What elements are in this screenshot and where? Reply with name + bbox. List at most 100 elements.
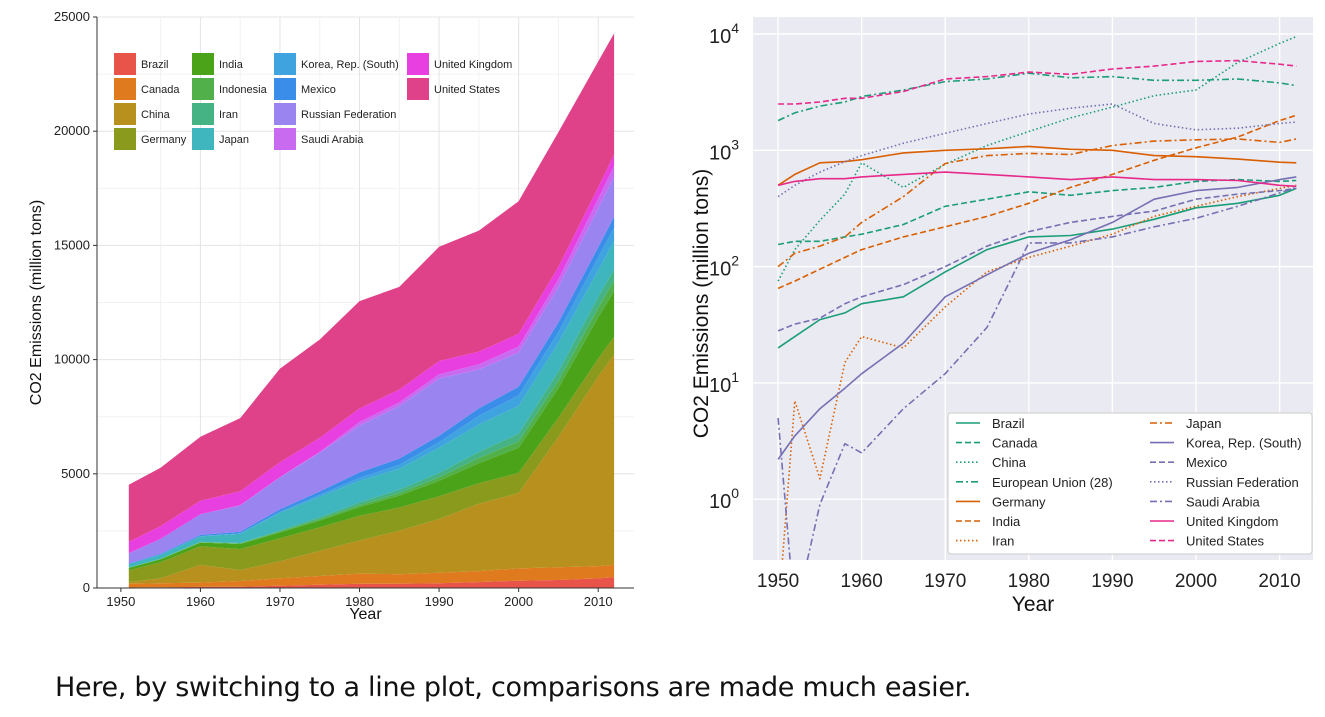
line-germany — [777, 145, 1297, 186]
legend-label: India — [992, 514, 1021, 529]
legend-item-brazil: Brazil — [956, 416, 1025, 431]
stacked-area-chart: 0 5000 10000 15000 20000 25000 1950 1960 1970 198… — [22, 10, 644, 628]
line-european-union-28 — [777, 72, 1297, 122]
area-mexico — [128, 216, 615, 565]
x-tick-label: 1980 — [1008, 571, 1050, 592]
legend-label: China — [992, 455, 1027, 470]
legend-item-iran: Iran — [192, 103, 238, 125]
legend-label: Russian Federation — [1186, 475, 1299, 490]
line-united-kingdom — [777, 171, 1297, 188]
legend-swatch — [407, 53, 429, 75]
legend-item-european-union-28: European Union (28) — [956, 475, 1113, 490]
legend-item-germany: Germany — [956, 494, 1046, 509]
legend-item-russian-federation: Russian Federation — [274, 103, 396, 125]
legend-item-united-states: United States — [1150, 534, 1265, 549]
legend-item-united-states: United States — [407, 78, 501, 100]
legend-item-iran: Iran — [956, 534, 1014, 549]
legend-swatch — [274, 128, 296, 150]
y-tick-label: 25000 — [54, 10, 90, 24]
legend-swatch — [192, 103, 214, 125]
y-tick-label: 100 — [709, 485, 739, 513]
x-tick-label: 2000 — [504, 594, 533, 609]
legend-label: Russian Federation — [301, 109, 396, 121]
area-layers — [128, 33, 615, 588]
y-tick-label: 15000 — [54, 237, 90, 252]
x-tick-label: 2010 — [584, 594, 613, 609]
legend-swatch — [114, 103, 136, 125]
x-tick-label: 1960 — [186, 594, 215, 609]
x-tick-label: 1970 — [924, 571, 966, 592]
legend-label: Mexico — [1186, 455, 1227, 470]
legend-label: United States — [434, 84, 501, 96]
y-tick-label: 103 — [709, 136, 739, 164]
caption: Here, by switching to a line plot, compa… — [55, 672, 972, 703]
y-axis-label: CO2 Emissions (million tons) — [28, 200, 45, 405]
x-tick-label: 1950 — [757, 571, 799, 592]
legend-label: United States — [1186, 534, 1265, 549]
legend-label: Korea, Rep. (South) — [301, 59, 399, 71]
y-tick-label: 10000 — [54, 352, 90, 367]
log-line-chart: 100 101 102 103 104 1950 1960 1970 1980 1990 2000 2… — [690, 17, 1313, 616]
legend-label: United Kingdom — [1186, 514, 1279, 529]
y-axis-label: CO2 Emissions (million tons) — [690, 169, 713, 439]
legend-swatch — [192, 78, 214, 100]
legend-label: Brazil — [141, 59, 169, 71]
y-tick-label: 20000 — [54, 123, 90, 138]
line-saudi-arabia — [777, 186, 1297, 560]
legend-item-saudi-arabia: Saudi Arabia — [274, 128, 364, 150]
legend-item-india: India — [192, 53, 244, 75]
line-russian-federation — [777, 103, 1297, 198]
line-united-states — [778, 59, 1297, 105]
area-united-states — [128, 33, 615, 542]
legend-label: Iran — [992, 534, 1014, 549]
area-russian-federation — [128, 176, 615, 564]
legend-label: Japan — [1186, 416, 1221, 431]
legend-label: Germany — [992, 494, 1046, 509]
legend-label: Japan — [219, 134, 249, 146]
legend: Brazil Canada China Germany India Indonesia Ir… — [114, 53, 512, 150]
legend: Brazil Canada China European Union (28) Germ… — [947, 412, 1313, 555]
legend-item-united-kingdom: United Kingdom — [1150, 514, 1279, 529]
legend-label: China — [141, 109, 171, 121]
legend-swatch — [192, 53, 214, 75]
x-tick-label: 2000 — [1175, 571, 1217, 592]
legend-swatch — [192, 128, 214, 150]
legend-item-indonesia: Indonesia — [192, 78, 268, 100]
legend-item-japan: Japan — [192, 128, 249, 150]
legend-item-china: China — [114, 103, 171, 125]
y-tick-label: 0 — [83, 580, 90, 595]
legend-item-japan: Japan — [1150, 416, 1221, 431]
line-japan — [777, 138, 1297, 268]
legend-item-canada: Canada — [114, 78, 180, 100]
y-tick-label: 104 — [709, 20, 739, 48]
x-tick-label: 1970 — [266, 594, 295, 609]
x-tick-label: 1990 — [1091, 571, 1133, 592]
x-axis-label: Year — [349, 606, 382, 623]
line-brazil — [777, 187, 1297, 349]
legend-item-india: India — [956, 514, 1021, 529]
legend-item-china: China — [956, 455, 1027, 470]
x-tick-label: 2010 — [1258, 571, 1300, 592]
area-china — [128, 354, 615, 584]
legend-label: Canada — [141, 84, 180, 96]
legend-swatch — [274, 78, 296, 100]
x-tick-label: 1950 — [106, 594, 135, 609]
legend-label: Indonesia — [219, 84, 268, 96]
x-tick-label: 1990 — [425, 594, 454, 609]
legend-label: Saudi Arabia — [301, 134, 364, 146]
legend-item-russian-federation: Russian Federation — [1150, 475, 1299, 490]
legend-item-canada: Canada — [956, 436, 1038, 451]
legend-item-saudi-arabia: Saudi Arabia — [1150, 494, 1260, 509]
legend-label: United Kingdom — [434, 59, 512, 71]
legend-label: Brazil — [992, 416, 1025, 431]
legend-label: Korea, Rep. (South) — [1186, 436, 1302, 451]
legend-label: Mexico — [301, 84, 336, 96]
legend-item-korea-rep-south: Korea, Rep. (South) — [274, 53, 399, 75]
legend-item-brazil: Brazil — [114, 53, 169, 75]
series-lines — [777, 35, 1297, 560]
area-brazil — [128, 577, 615, 588]
legend-item-germany: Germany — [114, 128, 187, 150]
legend-swatch — [114, 78, 136, 100]
legend-label: Germany — [141, 134, 187, 146]
legend-swatch — [274, 103, 296, 125]
